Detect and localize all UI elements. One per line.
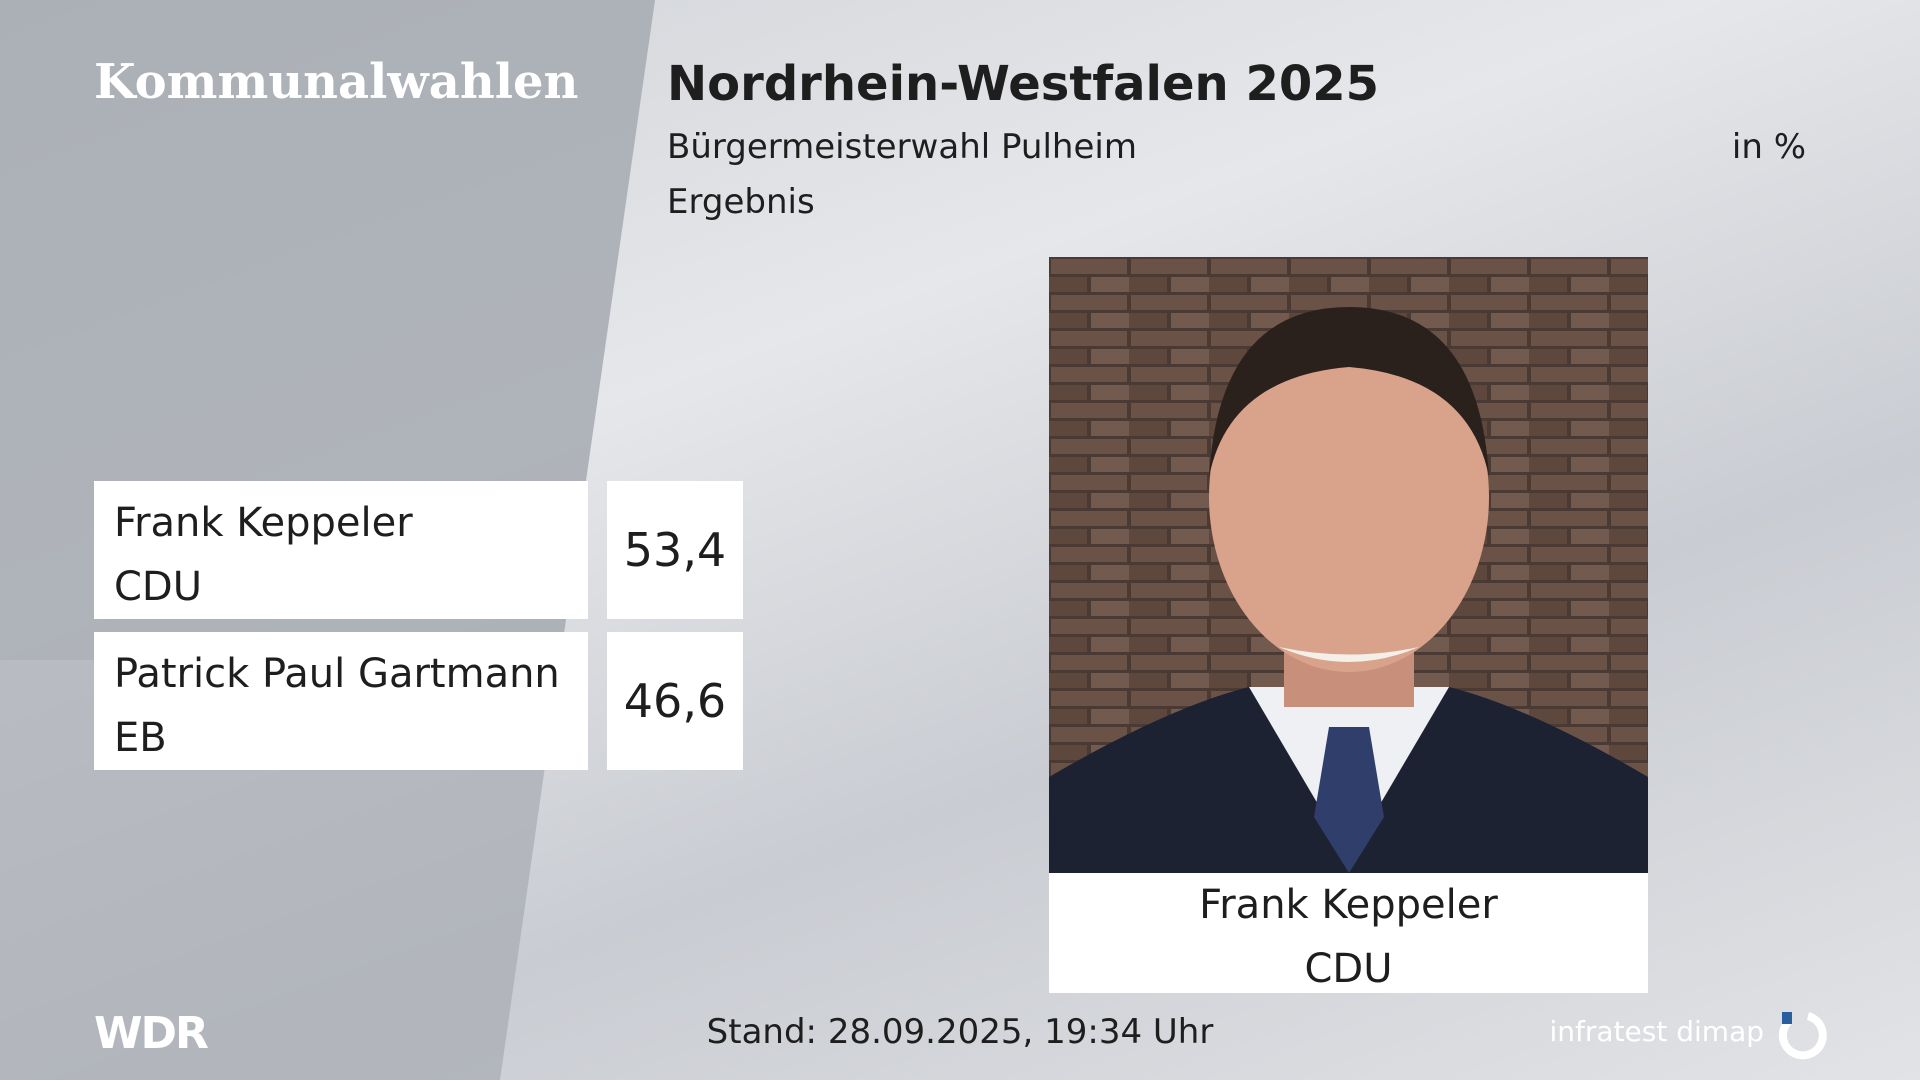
result-value: 46,6	[607, 632, 743, 770]
source-logo	[1778, 1012, 1827, 1060]
kind: Ergebnis	[667, 182, 815, 222]
photo-caption: Frank Keppeler CDU	[1049, 873, 1648, 993]
candidate-party: EB	[114, 715, 167, 761]
timestamp: Stand: 28.09.2025, 19:34 Uhr	[706, 1012, 1214, 1052]
unit: in %	[1731, 127, 1806, 167]
caption-name: Frank Keppeler	[1199, 882, 1498, 928]
brand: Kommunalwahlen	[94, 54, 579, 110]
candidate-party: CDU	[114, 564, 203, 610]
broadcaster-logo: WDR	[94, 1008, 209, 1059]
title: Nordrhein-Westfalen 2025	[667, 56, 1380, 112]
candidate-name: Frank Keppeler	[114, 500, 413, 546]
caption-party: CDU	[1304, 946, 1393, 992]
result-value: 53,4	[607, 481, 743, 619]
candidate-box: Frank Keppeler CDU	[94, 481, 588, 619]
source: infratest dimap	[1549, 1015, 1764, 1048]
candidate-name: Patrick Paul Gartmann	[114, 651, 560, 697]
subtitle: Bürgermeisterwahl Pulheim	[667, 127, 1137, 167]
candidate-box: Patrick Paul Gartmann EB	[94, 632, 588, 770]
candidate-photo	[1049, 257, 1648, 873]
